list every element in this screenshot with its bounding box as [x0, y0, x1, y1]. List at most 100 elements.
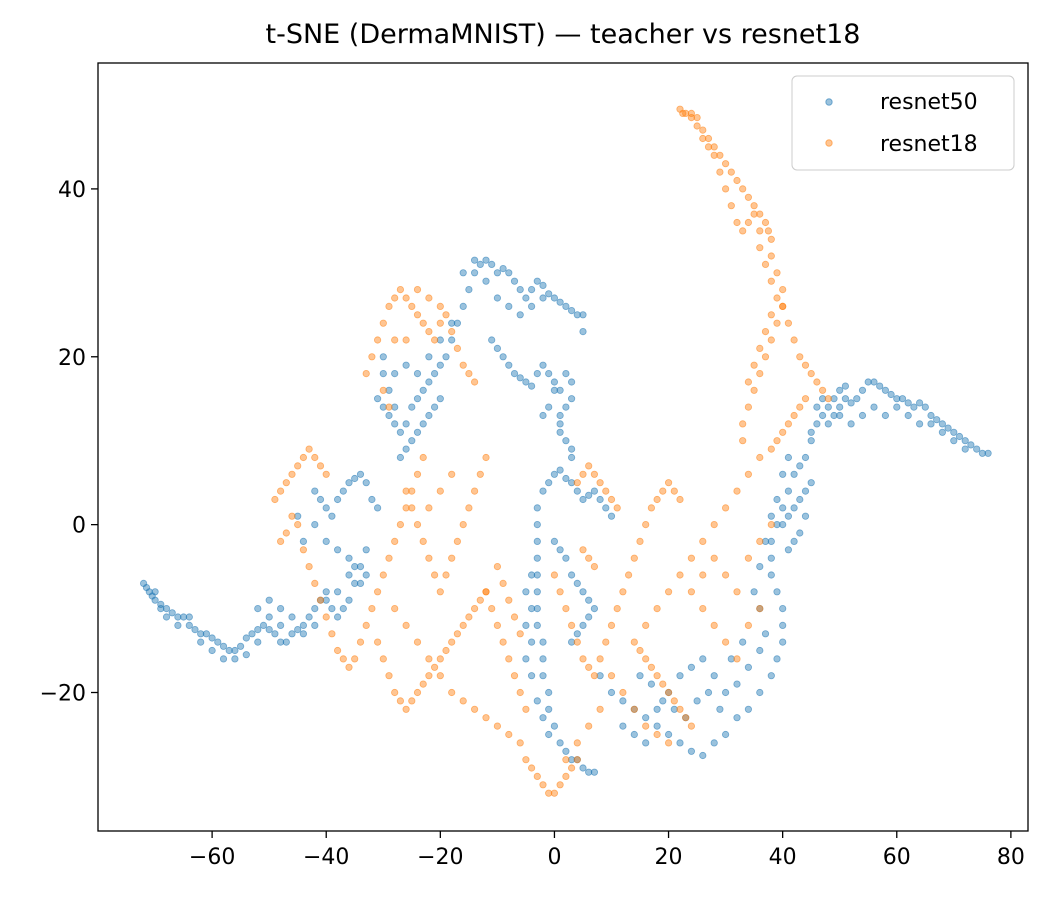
data-point-resnet50	[522, 378, 530, 386]
data-point-resnet50	[322, 537, 330, 546]
data-point-resnet50	[933, 416, 941, 424]
data-point-resnet50	[841, 382, 850, 390]
data-point-resnet18	[470, 705, 479, 713]
data-point-resnet50	[744, 705, 753, 713]
data-point-resnet50	[779, 520, 787, 529]
data-point-resnet50	[345, 479, 353, 487]
data-point-resnet18	[425, 672, 433, 680]
data-point-resnet18	[516, 739, 524, 747]
data-point-resnet50	[219, 655, 228, 663]
data-point-resnet50	[893, 395, 901, 403]
data-point-resnet50	[590, 487, 599, 495]
data-point-resnet50	[373, 395, 382, 403]
data-point-resnet50	[162, 613, 171, 621]
data-point-resnet18	[448, 470, 456, 478]
data-point-resnet18	[362, 369, 370, 378]
data-point-resnet18	[482, 714, 490, 722]
data-point-resnet18	[642, 722, 650, 730]
x-tick-label: −60	[189, 845, 235, 870]
data-point-resnet50	[533, 588, 541, 596]
data-point-resnet18	[744, 621, 753, 630]
data-point-resnet18	[351, 655, 359, 663]
legend-marker-resnet50	[825, 98, 833, 106]
data-point-resnet18	[322, 470, 330, 478]
data-point-resnet50	[784, 512, 793, 520]
data-point-resnet50	[887, 390, 895, 399]
data-point-resnet18	[573, 479, 581, 487]
data-point-resnet50	[761, 630, 770, 638]
data-point-resnet50	[796, 495, 804, 504]
data-point-resnet18	[779, 428, 787, 436]
data-point-resnet50	[853, 395, 861, 403]
data-point-resnet50	[545, 290, 553, 298]
data-point-resnet50	[316, 495, 325, 504]
data-point-resnet50	[242, 651, 250, 659]
data-point-resnet50	[516, 311, 524, 319]
data-point-resnet50	[259, 621, 268, 630]
data-point-resnet18	[385, 554, 393, 562]
data-point-resnet18	[311, 453, 319, 462]
data-point-resnet18	[470, 604, 479, 613]
data-point-resnet50	[311, 520, 319, 529]
data-point-resnet18	[699, 134, 707, 143]
data-point-resnet50	[836, 386, 844, 394]
data-point-resnet50	[505, 269, 513, 277]
data-point-resnet50	[328, 512, 336, 520]
data-point-resnet50	[391, 420, 399, 428]
data-point-resnet50	[282, 638, 290, 646]
data-point-resnet18	[339, 655, 347, 663]
data-point-resnet50	[533, 571, 541, 579]
data-point-resnet50	[773, 655, 781, 663]
data-point-resnet50	[801, 487, 810, 495]
data-point-resnet18	[442, 311, 450, 319]
data-point-resnet50	[527, 382, 536, 390]
data-point-resnet18	[767, 235, 775, 243]
data-point-resnet50	[567, 638, 576, 646]
data-point-resnet18	[687, 554, 696, 562]
data-point-resnet50	[699, 655, 707, 663]
data-point-resnet18	[408, 302, 416, 310]
data-point-resnet50	[590, 768, 599, 776]
data-point-resnet50	[185, 613, 193, 621]
data-point-resnet50	[539, 714, 547, 722]
data-point-resnet18	[470, 378, 479, 386]
data-point-resnet50	[219, 642, 228, 650]
data-point-resnet18	[294, 520, 302, 529]
data-point-resnet18	[573, 756, 581, 764]
data-point-resnet18	[664, 739, 673, 747]
data-point-resnet50	[533, 504, 541, 512]
data-point-resnet50	[813, 403, 821, 411]
data-point-resnet50	[545, 369, 553, 378]
data-point-resnet18	[750, 361, 758, 369]
data-point-resnet50	[562, 554, 570, 562]
data-point-resnet50	[276, 621, 285, 630]
data-point-resnet50	[425, 353, 433, 361]
data-point-resnet18	[630, 705, 638, 713]
data-point-resnet50	[379, 369, 387, 378]
data-point-resnet18	[556, 588, 564, 596]
data-point-resnet50	[573, 487, 581, 495]
data-point-resnet50	[801, 512, 810, 520]
data-point-resnet18	[710, 151, 718, 159]
data-point-resnet18	[499, 579, 507, 588]
data-point-resnet18	[488, 604, 496, 613]
data-point-resnet18	[379, 386, 387, 394]
data-point-resnet50	[436, 395, 444, 403]
data-point-resnet50	[596, 672, 604, 680]
data-point-resnet50	[573, 630, 581, 638]
y-tick-label: 40	[58, 178, 86, 203]
data-point-resnet18	[596, 479, 604, 487]
data-point-resnet50	[539, 361, 547, 369]
data-point-resnet50	[214, 638, 222, 646]
data-point-resnet18	[659, 680, 667, 688]
data-point-resnet50	[436, 361, 444, 369]
data-point-resnet50	[430, 369, 439, 378]
data-point-resnet50	[579, 311, 587, 319]
data-point-resnet50	[476, 260, 484, 268]
data-point-resnet18	[453, 344, 461, 352]
data-point-resnet18	[739, 437, 747, 445]
data-point-resnet18	[362, 621, 370, 630]
data-point-resnet50	[898, 395, 907, 403]
data-point-resnet50	[767, 571, 775, 579]
data-point-resnet18	[305, 445, 313, 453]
